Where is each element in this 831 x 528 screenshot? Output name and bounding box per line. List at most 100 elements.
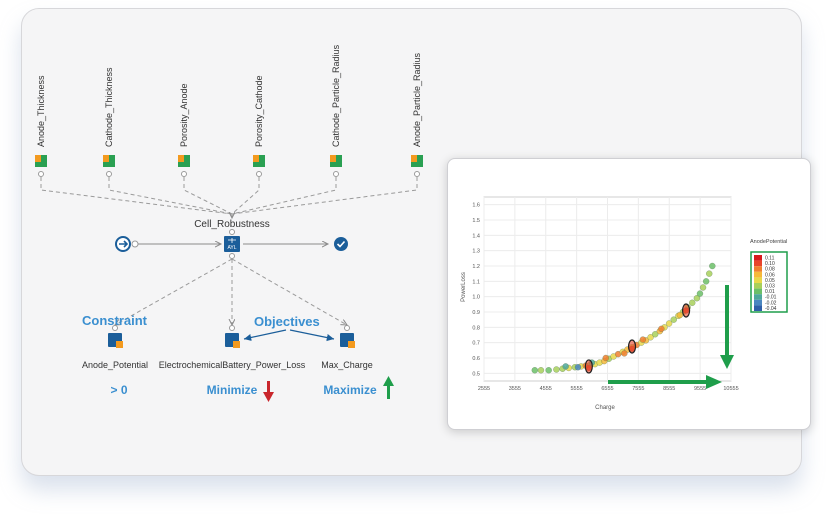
- scatter-point: [621, 350, 628, 357]
- x-tick-label: 2555: [478, 386, 490, 392]
- legend-entry: -0.01: [765, 295, 777, 301]
- x-tick-label: 3555: [509, 386, 521, 392]
- input-node-cathode-thickness[interactable]: Cathode_Thickness: [103, 67, 115, 177]
- scatter-point: [531, 367, 538, 374]
- scatter-point: [574, 364, 582, 371]
- input-label: Anode_Particle_Radius: [412, 52, 422, 147]
- port-dot: [106, 171, 112, 177]
- legend-entry: 0.08: [765, 267, 775, 273]
- minimize-arrow-icon: [263, 381, 274, 402]
- legend-entry: -0.04: [765, 306, 777, 312]
- legend-entry: 0.10: [765, 261, 775, 267]
- port-dot: [333, 171, 339, 177]
- x-tick-label: 7555: [632, 386, 644, 392]
- scatter-point: [676, 311, 684, 319]
- input-node-porosity-anode[interactable]: Porosity_Anode: [178, 83, 190, 177]
- node-icon-text: AYL: [227, 245, 236, 251]
- highlighted-point: [627, 339, 637, 354]
- port-dot: [38, 171, 44, 177]
- y-tick-label: 1.4: [472, 233, 480, 239]
- output-label: Anode_Potential: [82, 360, 148, 370]
- objectives-annotation: Objectives: [254, 314, 320, 329]
- x-tick-label: 10555: [723, 386, 738, 392]
- chart-grid: [483, 196, 732, 382]
- chart-points: [531, 262, 716, 374]
- scatter-chart: 2555 3555 4555 5555 6555 7555 8555 9555 10555 0.5…: [461, 196, 788, 411]
- port-dot: [229, 253, 235, 259]
- input-link: [231, 177, 260, 215]
- port-dot: [344, 325, 350, 331]
- y-tick-label: 0.8: [472, 325, 480, 331]
- y-axis-label: PowerLoss: [461, 272, 467, 302]
- scatter-point: [545, 367, 552, 374]
- output-label: Max_Charge: [321, 360, 373, 370]
- scatter-point: [562, 363, 569, 370]
- x-tick-label: 9555: [694, 386, 706, 392]
- output-node-anode-potential[interactable]: [108, 333, 123, 348]
- scatter-point: [699, 284, 707, 291]
- cell-robustness-node[interactable]: AYL: [224, 236, 240, 252]
- output-node-max-charge[interactable]: [340, 333, 355, 348]
- input-label: Porosity_Cathode: [254, 75, 264, 147]
- end-check-node[interactable]: [334, 237, 348, 251]
- input-link: [108, 177, 233, 215]
- output-node-electrochemicalbattery-power-loss[interactable]: [225, 333, 240, 348]
- x-tick-label: 8555: [663, 386, 675, 392]
- output-link: [115, 258, 233, 325]
- chart-panel: 2555 3555 4555 5555 6555 7555 8555 9555 10555 0.5…: [447, 158, 811, 430]
- legend-highlight-box: [750, 251, 788, 313]
- input-orange-icon: [411, 155, 417, 162]
- highlighted-point: [681, 303, 691, 318]
- input-orange-icon: [35, 155, 41, 162]
- x-tick-label: 6555: [601, 386, 613, 392]
- legend-entry: 0.06: [765, 272, 775, 278]
- y-tick-label: 1.5: [472, 218, 480, 224]
- highlighted-point: [584, 359, 593, 374]
- input-orange-icon: [103, 155, 109, 162]
- y-tick-label: 0.7: [472, 341, 480, 347]
- output-badge-icon: [348, 341, 355, 348]
- scatter-point: [709, 262, 716, 270]
- scatter-point: [702, 278, 710, 285]
- input-nodes: Anode_Thickness Cathode_Thickness Porosity…: [35, 44, 423, 177]
- legend-swatch: [754, 294, 762, 300]
- legend-swatch: [754, 271, 762, 278]
- legend-entry: -0.02: [765, 300, 777, 306]
- scatter-point: [553, 366, 560, 373]
- scatter-point: [647, 334, 654, 341]
- legend-swatch: [754, 299, 762, 306]
- x-tick-label: 4555: [540, 386, 552, 392]
- scatter-point: [665, 320, 673, 327]
- input-label: Cathode_Thickness: [104, 67, 114, 147]
- scatter-point: [652, 331, 659, 338]
- legend-entry: 0.11: [765, 256, 775, 262]
- input-node-porosity-cathode[interactable]: Porosity_Cathode: [253, 75, 265, 177]
- port-dot: [112, 325, 118, 331]
- input-node-cathode-particle-radius[interactable]: Cathode_Particle_Radius: [330, 44, 342, 177]
- start-node[interactable]: [115, 236, 131, 252]
- legend-entry: 0.05: [765, 278, 775, 284]
- legend-swatch: [754, 260, 762, 267]
- legend-title: AnodePotential: [750, 239, 787, 245]
- objective-arrow-left: [243, 329, 287, 342]
- input-label: Porosity_Anode: [179, 83, 189, 147]
- maximize-goal: Maximize: [323, 383, 377, 397]
- y-tick-label: 1.2: [472, 264, 480, 270]
- output-badge-icon: [116, 341, 123, 348]
- output-link: [231, 258, 347, 325]
- input-link: [40, 177, 233, 215]
- input-node-anode-thickness[interactable]: Anode_Thickness: [35, 75, 47, 177]
- minimize-goal: Minimize: [207, 383, 258, 397]
- input-label: Cathode_Particle_Radius: [331, 44, 341, 147]
- scatter-point: [639, 336, 647, 343]
- legend-swatch: [754, 277, 762, 283]
- input-label: Anode_Thickness: [36, 75, 46, 147]
- input-node-anode-particle-radius[interactable]: Anode_Particle_Radius: [411, 52, 423, 177]
- input-orange-icon: [330, 155, 336, 162]
- x-axis-label: Charge: [595, 405, 615, 411]
- output-nodes: Anode_Potential ElectrochemicalBattery_Po…: [82, 325, 373, 370]
- y-tick-label: 0.9: [472, 310, 480, 316]
- legend-swatch: [754, 288, 762, 295]
- scatter-point: [537, 367, 545, 374]
- scatter-point: [696, 290, 704, 297]
